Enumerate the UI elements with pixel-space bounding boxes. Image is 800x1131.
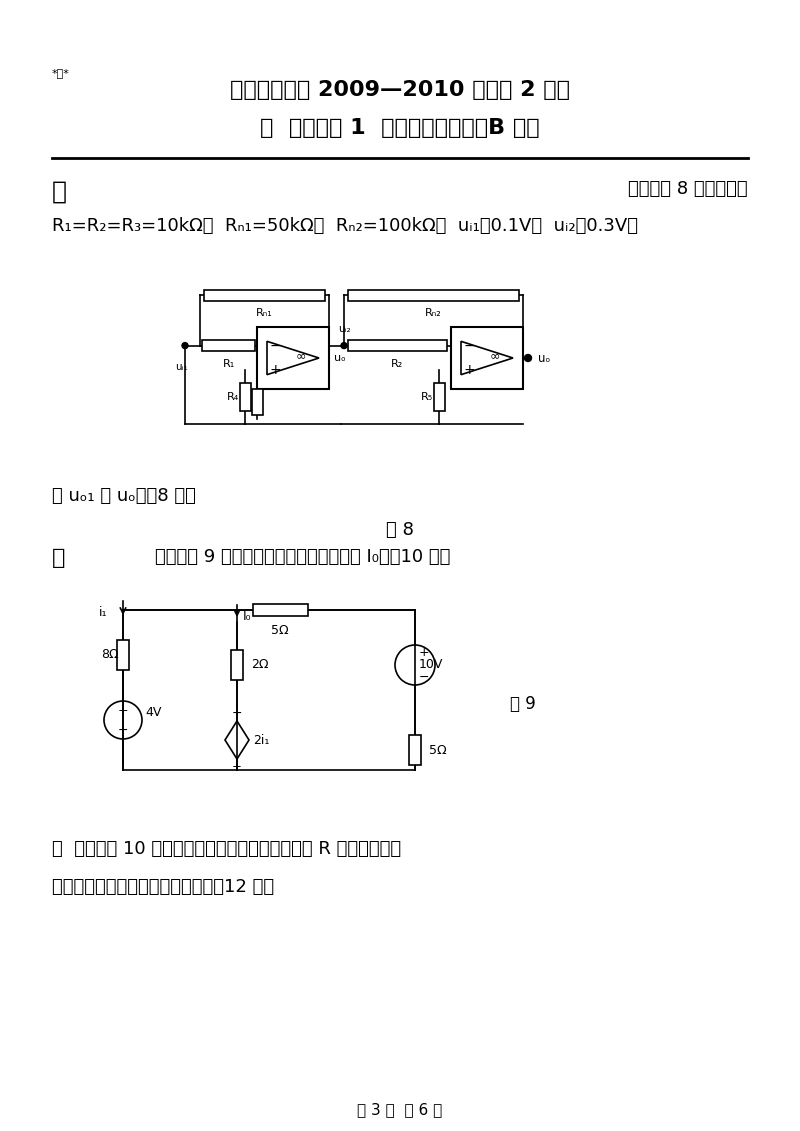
Bar [204,290,325,301]
Text: +: + [269,363,281,378]
Text: −: − [269,338,281,353]
Bar [231,650,243,680]
Text: 5Ω: 5Ω [271,624,289,637]
Text: 4V: 4V [145,706,162,718]
Text: +: + [463,363,475,378]
Bar [434,383,445,412]
Text: R₁: R₁ [222,359,234,369]
Text: 2Ω: 2Ω [251,658,269,672]
Text: 8Ω: 8Ω [101,648,118,662]
Bar [253,604,307,616]
Text: 电路如图 8 所示。已知: 电路如图 8 所示。已知 [628,180,748,198]
Circle shape [525,354,531,362]
Text: +: + [118,703,128,717]
Text: 第 3 页  共 6 页: 第 3 页 共 6 页 [358,1102,442,1117]
Text: R₂: R₂ [391,359,404,369]
Bar [251,389,262,415]
Text: uᵢ₂: uᵢ₂ [338,323,350,334]
Text: −: − [118,724,128,736]
Text: R₄: R₄ [227,392,239,403]
Text: 能获得最大功率？并求最大功率。（12 分）: 能获得最大功率？并求最大功率。（12 分） [52,878,274,896]
Text: 《  电路分析 1  》期末考试试卷（B 卷）: 《 电路分析 1 》期末考试试卷（B 卷） [260,118,540,138]
Text: +: + [419,647,430,659]
Bar [409,735,421,765]
Bar [348,290,519,301]
Text: 5Ω: 5Ω [429,743,446,757]
Bar [257,327,329,389]
Text: uᵢ₁: uᵢ₁ [174,362,187,372]
Circle shape [182,343,188,348]
Text: −: − [232,707,242,719]
Text: ∞: ∞ [490,349,500,363]
Text: 图 9: 图 9 [510,696,536,713]
Text: Rₙ₂: Rₙ₂ [425,308,442,318]
Text: 图 8: 图 8 [386,521,414,539]
Circle shape [341,343,347,348]
Text: 八: 八 [52,180,67,204]
Text: 十  电路如图 10 所示。利用戴维南定理，分析电阻 R 在什么条件下: 十 电路如图 10 所示。利用戴维南定理，分析电阻 R 在什么条件下 [52,840,401,858]
Text: uₒ: uₒ [334,353,346,363]
Text: −: − [463,338,475,353]
Text: 电路如图 9 所示。利用叠加定理，求电流 I₀。（10 分）: 电路如图 9 所示。利用叠加定理，求电流 I₀。（10 分） [155,549,450,566]
Text: 10V: 10V [419,658,443,672]
Bar [451,327,523,389]
Text: uₒ: uₒ [538,352,550,364]
Text: R₄: R₄ [239,397,251,407]
Bar [348,340,447,351]
Bar [202,340,255,351]
Text: R₁=R₂=R₃=10kΩ，  Rₙ₁=50kΩ，  Rₙ₂=100kΩ，  uᵢ₁＝0.1V，  uᵢ₂＝0.3V。: R₁=R₂=R₃=10kΩ， Rₙ₁=50kΩ， Rₙ₂=100kΩ， uᵢ₁＝… [52,217,638,235]
Text: I₀: I₀ [243,610,251,622]
Text: R₅: R₅ [421,392,433,403]
Text: 求 uₒ₁ 和 uₒ。（8 分）: 求 uₒ₁ 和 uₒ。（8 分） [52,487,196,506]
Bar [239,383,250,412]
Text: i₁: i₁ [98,606,107,620]
Text: −: − [419,671,430,683]
Text: 九: 九 [52,549,66,568]
Text: +: + [232,760,242,774]
Text: Rₙ₁: Rₙ₁ [256,308,273,318]
Bar [117,640,129,670]
Text: ∞: ∞ [296,349,306,363]
Text: *密*: *密* [52,68,70,78]
Text: 西南科技大学 2009—2010 学年第 2 学期: 西南科技大学 2009—2010 学年第 2 学期 [230,80,570,100]
Text: 2i₁: 2i₁ [253,734,270,746]
